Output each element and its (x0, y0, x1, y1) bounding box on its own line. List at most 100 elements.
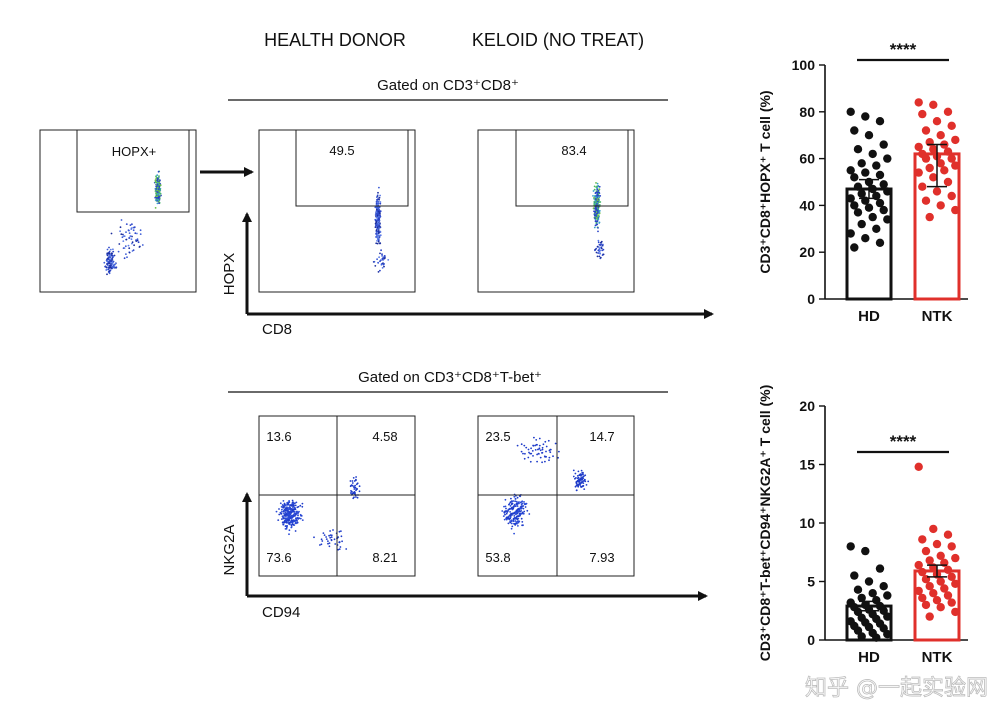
flow-dot (154, 199, 157, 202)
flow-dot (520, 443, 523, 446)
data-point-ntk (918, 109, 927, 119)
flow-dot (351, 482, 354, 484)
flow-dot (157, 199, 160, 201)
flow-dot (295, 510, 298, 513)
flow-dot (110, 252, 113, 255)
flow-dot (155, 188, 158, 190)
flow-dot (527, 456, 530, 459)
flow-dot (123, 235, 125, 238)
flow-dot (280, 506, 283, 508)
flow-dot (293, 504, 295, 507)
data-point-hd (875, 238, 885, 247)
data-point-hd (883, 629, 892, 639)
category-label: NTK (922, 649, 953, 666)
flow-dot (523, 510, 526, 513)
flow-dot (111, 259, 113, 261)
data-point-ntk (936, 131, 945, 140)
flow-dot (155, 177, 158, 180)
data-point-ntk (943, 177, 953, 187)
flow-dot (136, 232, 138, 235)
hd-q-ur: 4.58 (372, 429, 397, 444)
flow-dot (520, 505, 523, 508)
category-label: HD (858, 308, 880, 325)
flow-dot (301, 519, 304, 521)
flow-dot (156, 183, 159, 186)
flow-dot (327, 540, 329, 542)
flow-dot (352, 477, 355, 479)
data-point-ntk (943, 107, 953, 117)
data-point-ntk (947, 542, 956, 551)
flow-dot (374, 265, 377, 267)
data-point-ntk (940, 166, 949, 175)
flow-dot (379, 230, 382, 233)
flow-dot (340, 530, 342, 532)
data-point-ntk (951, 579, 960, 588)
flow-dot (284, 525, 287, 527)
flow-dot (379, 214, 381, 217)
data-point-ntk (951, 553, 960, 563)
data-point-hd (868, 149, 877, 159)
data-point-hd (850, 173, 859, 182)
flow-dot (296, 506, 299, 509)
flow-dot (510, 522, 513, 525)
flow-dot (377, 220, 380, 223)
flow-dot (123, 257, 126, 260)
flow-dot (110, 260, 112, 263)
flow-dot (284, 517, 286, 519)
data-point-hd (879, 582, 888, 591)
flow-dot (292, 510, 295, 513)
flow-dot (291, 499, 294, 502)
flow-dot (379, 252, 381, 255)
data-point-ntk (929, 145, 938, 154)
flow-dot (596, 245, 599, 248)
data-point-hd (853, 585, 863, 594)
data-point-hd (861, 168, 870, 177)
flow-dot (597, 218, 600, 221)
flow-dot (517, 517, 520, 520)
flow-dot (535, 439, 538, 441)
flow-dot (508, 502, 511, 505)
flow-dot (596, 193, 599, 196)
flow-dot (159, 179, 161, 182)
flow-dot (513, 503, 516, 506)
flow-dot (510, 513, 512, 515)
flow-dot (108, 262, 111, 265)
flow-dot (349, 480, 352, 482)
flow-dot (123, 247, 126, 250)
flow-dot (332, 529, 334, 531)
flow-dot (594, 206, 597, 209)
data-point-ntk (951, 161, 960, 170)
flow-dot (103, 261, 106, 264)
flow-dot (378, 198, 380, 201)
flow-dot (545, 445, 548, 448)
flow-dot (377, 191, 379, 194)
data-point-hd (883, 612, 892, 621)
data-point-ntk (918, 593, 927, 603)
flow-dot (115, 266, 118, 269)
flow-dot (517, 508, 520, 510)
flow-dot (376, 242, 379, 245)
data-point-hd (857, 632, 866, 641)
flow-dot (122, 233, 124, 236)
flow-dot (158, 181, 161, 184)
flow-dot (283, 502, 286, 505)
flow-dot (518, 514, 521, 517)
data-point-ntk (943, 147, 953, 156)
flow-dot (290, 526, 293, 528)
flow-dot (576, 479, 579, 482)
flow-dot (121, 236, 124, 239)
flow-dot (513, 523, 516, 525)
flow-dot (351, 480, 354, 482)
flow-dot (380, 259, 382, 262)
flow-dot (509, 514, 511, 517)
ntk-quadrant-plot: 23.5 14.7 53.8 7.93 (477, 415, 635, 577)
flow-dot (513, 515, 516, 517)
flow-dot (504, 513, 506, 516)
flow-dot (289, 512, 292, 515)
flow-dot (293, 512, 296, 515)
hd-hopx-value: 49.5 (329, 143, 354, 158)
flow-dot (139, 245, 141, 248)
flow-dot (594, 201, 597, 204)
flow-dot (507, 515, 510, 518)
data-point-hd (879, 180, 888, 189)
